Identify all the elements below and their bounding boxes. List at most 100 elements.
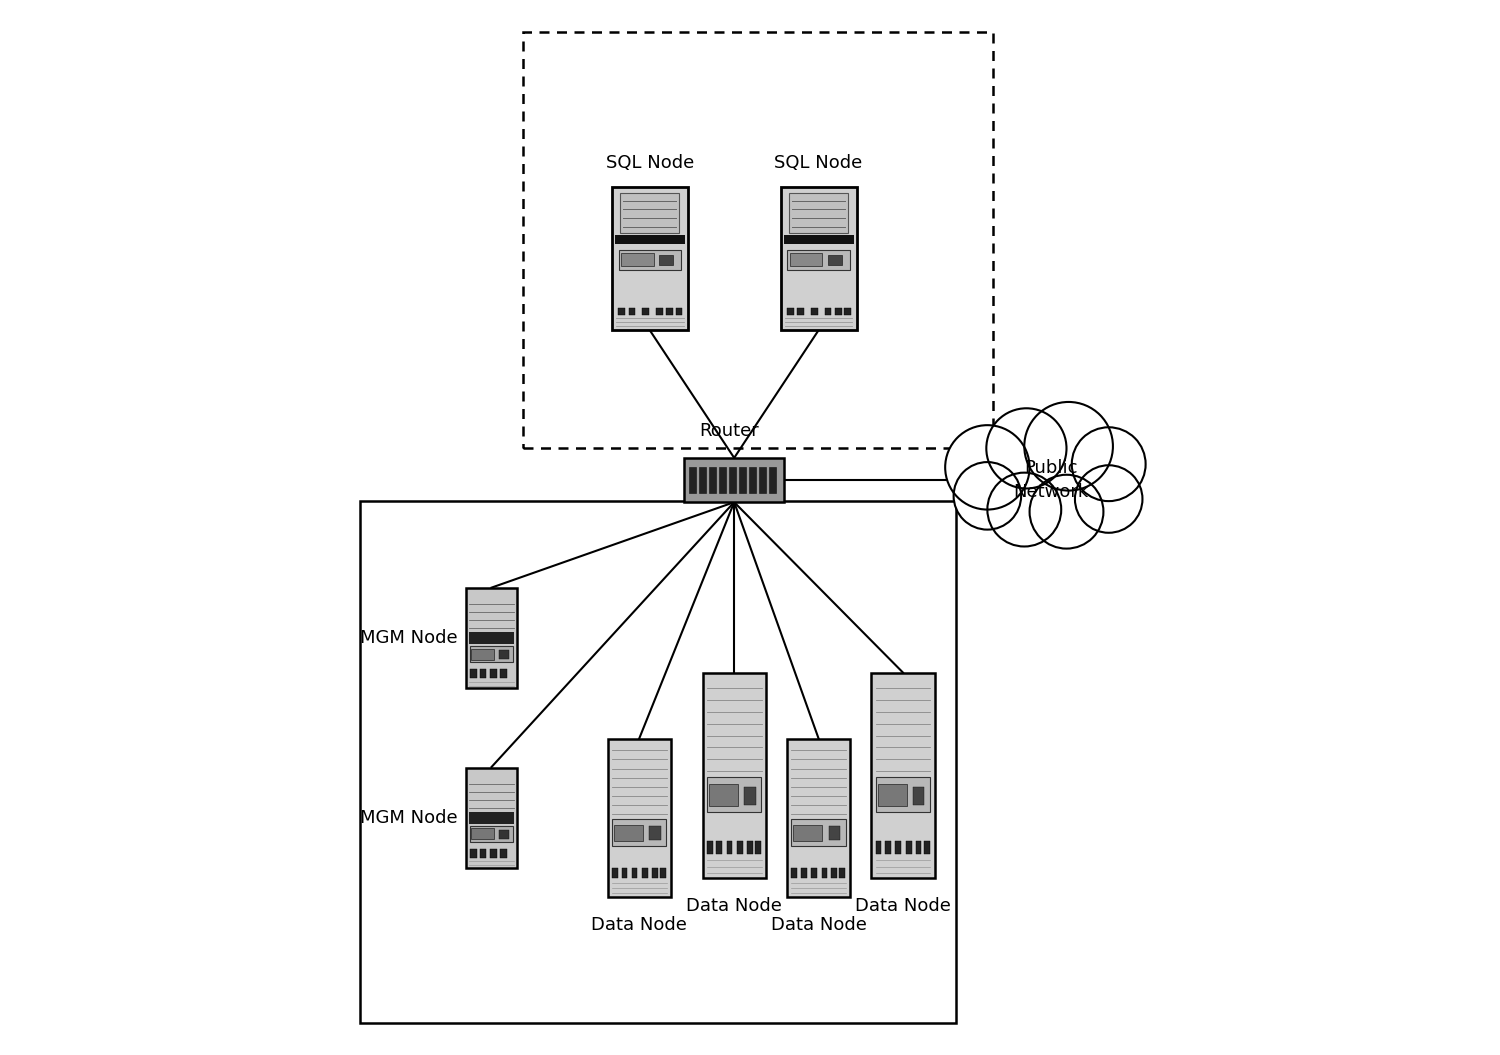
Bar	[792, 868, 796, 878]
Bar	[878, 785, 908, 806]
Bar	[608, 738, 670, 897]
Bar	[801, 868, 807, 878]
Bar	[658, 255, 674, 265]
Bar	[780, 188, 856, 329]
Bar	[915, 841, 921, 853]
Bar	[786, 308, 794, 315]
Bar	[710, 466, 716, 494]
Circle shape	[1024, 402, 1113, 491]
Bar	[468, 811, 514, 824]
Bar	[794, 825, 822, 841]
Bar	[717, 841, 722, 853]
Text: MGM Node: MGM Node	[360, 808, 458, 827]
Bar	[702, 673, 766, 878]
Bar	[914, 787, 924, 805]
Bar	[471, 669, 477, 678]
Bar	[770, 466, 776, 494]
Bar	[614, 825, 644, 841]
Bar	[798, 308, 804, 315]
Bar	[706, 778, 762, 812]
Bar	[738, 841, 742, 853]
Bar	[652, 868, 657, 878]
Bar	[612, 868, 618, 878]
Bar	[656, 308, 663, 315]
Bar	[792, 819, 846, 846]
Bar	[840, 868, 844, 878]
Bar	[906, 841, 912, 853]
Text: Public
Network: Public Network	[1013, 459, 1089, 501]
Bar	[876, 778, 930, 812]
Bar	[896, 841, 902, 853]
Bar	[924, 841, 930, 853]
Bar	[642, 868, 648, 878]
Bar	[748, 466, 756, 494]
Bar	[812, 308, 818, 315]
Bar	[615, 235, 684, 245]
Bar	[876, 841, 882, 853]
Bar	[621, 253, 654, 266]
Bar	[360, 501, 956, 1023]
Circle shape	[954, 462, 1022, 530]
Bar	[885, 841, 891, 853]
Bar	[789, 193, 847, 233]
Bar	[871, 673, 934, 878]
Circle shape	[1072, 427, 1146, 501]
Bar	[718, 466, 726, 494]
Bar	[628, 308, 636, 315]
Bar	[612, 188, 689, 329]
Bar	[822, 868, 828, 878]
Bar	[632, 868, 638, 878]
Bar	[688, 466, 696, 494]
Bar	[710, 785, 738, 806]
Bar	[759, 466, 765, 494]
Bar	[500, 848, 507, 858]
Bar	[618, 308, 624, 315]
Bar	[470, 647, 513, 663]
Text: Data Node: Data Node	[591, 916, 687, 934]
Bar	[844, 308, 850, 315]
Bar	[740, 466, 746, 494]
Bar	[699, 466, 705, 494]
Circle shape	[1029, 475, 1104, 549]
Bar	[466, 589, 518, 688]
Text: Data Node: Data Node	[855, 897, 951, 916]
Bar	[729, 466, 735, 494]
Bar	[790, 253, 822, 266]
Bar	[788, 250, 849, 270]
Bar	[471, 848, 477, 858]
Bar	[471, 828, 494, 839]
Bar	[666, 308, 674, 315]
Bar	[612, 819, 666, 846]
Bar	[500, 829, 508, 839]
Bar	[466, 768, 518, 867]
Text: SQL Node: SQL Node	[774, 154, 862, 172]
Bar	[706, 841, 712, 853]
Bar	[831, 868, 837, 878]
Bar	[642, 308, 650, 315]
Bar	[836, 308, 842, 315]
Bar	[754, 841, 760, 853]
Circle shape	[987, 408, 1066, 488]
Bar	[620, 193, 680, 233]
Bar	[812, 868, 816, 878]
Bar	[788, 738, 850, 897]
Bar	[621, 868, 627, 878]
Bar	[660, 868, 666, 878]
Bar	[490, 848, 496, 858]
Text: Data Node: Data Node	[686, 897, 782, 916]
Text: Router: Router	[699, 422, 759, 440]
Bar	[684, 458, 784, 502]
Bar	[675, 308, 682, 315]
Bar	[471, 649, 494, 659]
Bar	[618, 250, 681, 270]
Bar	[468, 632, 514, 645]
Bar	[500, 669, 507, 678]
Bar	[524, 32, 993, 448]
Text: MGM Node: MGM Node	[360, 629, 458, 648]
Bar	[470, 826, 513, 842]
Bar	[500, 650, 508, 659]
Bar	[480, 669, 486, 678]
Bar	[650, 826, 660, 840]
Bar	[828, 826, 840, 840]
Bar	[825, 308, 831, 315]
